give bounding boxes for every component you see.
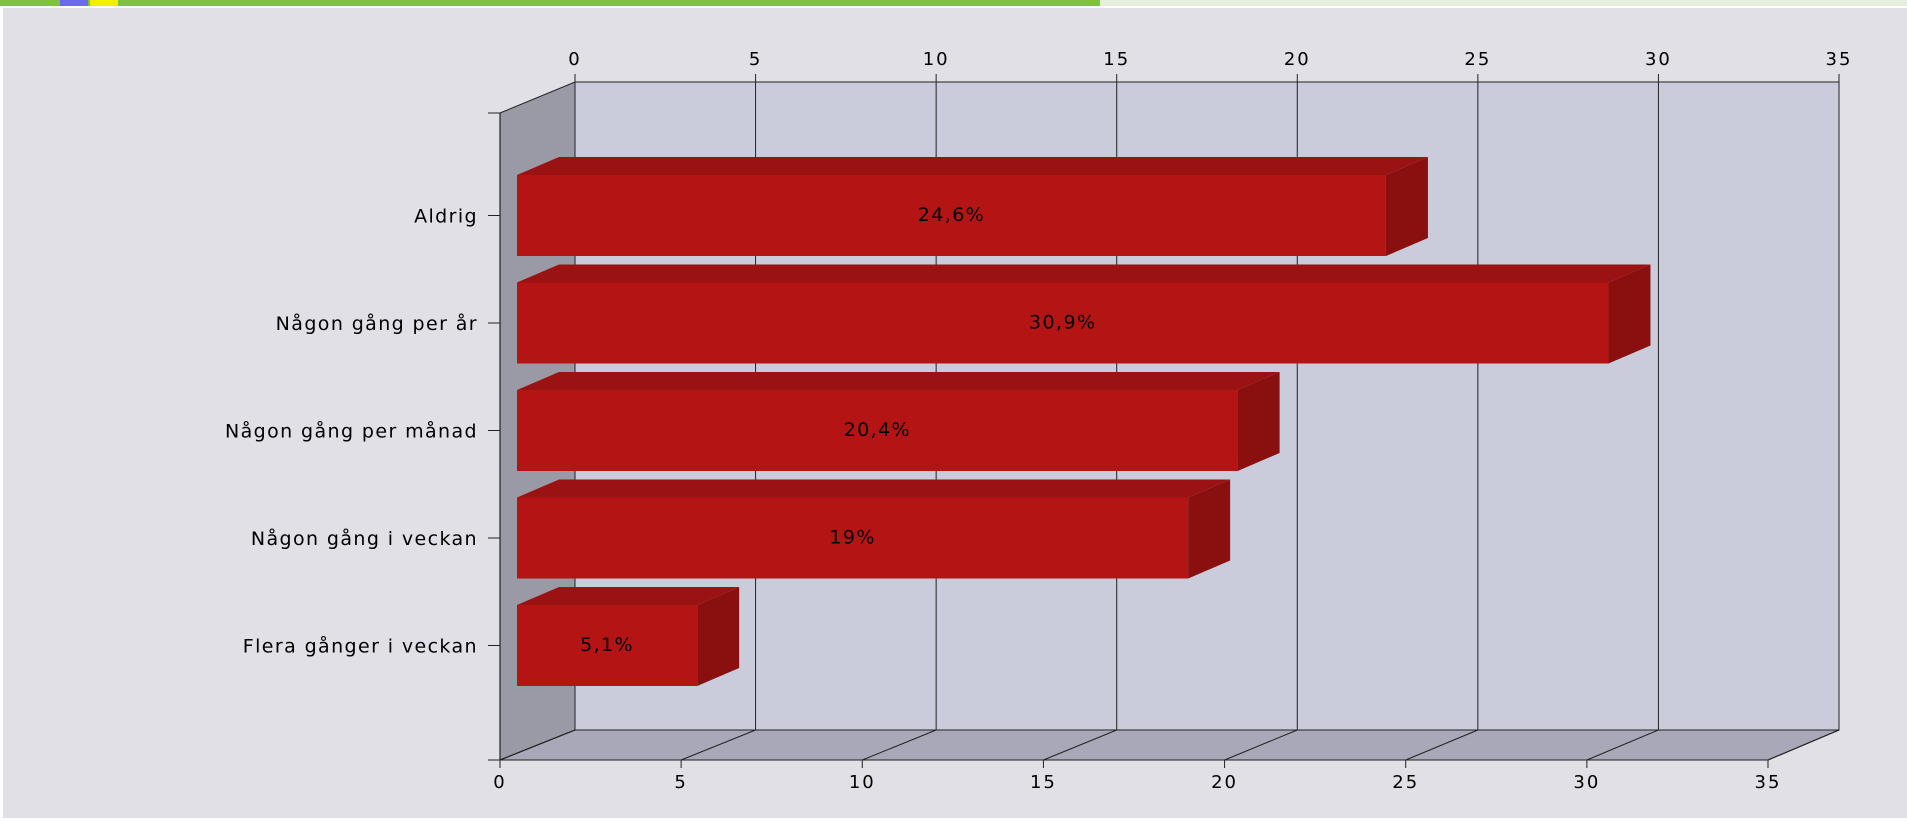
top-axis-tick-label: 10 xyxy=(923,49,950,70)
grid-line-floor xyxy=(680,729,756,761)
bottom-axis-tick-label: 10 xyxy=(849,772,876,793)
grid-line-floor xyxy=(1043,729,1117,761)
top-accent-strip xyxy=(0,0,1907,6)
bar xyxy=(517,175,1386,256)
bar-group: 5,1% xyxy=(517,587,740,686)
bottom-axis-tick-label: 35 xyxy=(1755,772,1782,793)
top-accent-blue xyxy=(60,0,88,6)
bar xyxy=(517,497,1189,579)
bar xyxy=(517,390,1238,471)
top-axis-tick-label: 0 xyxy=(568,49,581,70)
bar-side-face xyxy=(1237,372,1280,471)
grid-line-floor xyxy=(499,729,576,761)
bottom-axis-tick-label: 25 xyxy=(1392,772,1419,793)
top-axis-tick-label: 5 xyxy=(749,49,762,70)
category-label: Någon gång per år xyxy=(276,312,478,335)
bar-data-label: 30,9% xyxy=(1029,312,1096,334)
bar-group: 19% xyxy=(517,479,1231,579)
bar-side-face xyxy=(1188,479,1231,579)
bar-side-face xyxy=(1385,157,1428,256)
top-accent-strip-fade xyxy=(1100,0,1907,6)
grid-line-floor xyxy=(1224,729,1298,761)
bar-side-face xyxy=(1608,264,1651,364)
bar-group: 20,4% xyxy=(517,372,1280,471)
bar-side-face xyxy=(697,587,740,686)
bottom-axis-tick-label: 30 xyxy=(1573,772,1600,793)
bar-data-label: 19% xyxy=(829,527,875,549)
bar-top-face xyxy=(517,264,1651,283)
top-axis-tick-label: 35 xyxy=(1826,49,1853,70)
grid-line-floor xyxy=(862,729,937,761)
bar xyxy=(517,282,1609,364)
bottom-axis-tick-label: 5 xyxy=(674,772,687,793)
category-label: Flera gånger i veckan xyxy=(243,635,478,658)
plot-floor xyxy=(499,729,1840,761)
bar xyxy=(517,605,698,686)
top-axis-tick-label: 25 xyxy=(1464,49,1491,70)
grid-line-floor xyxy=(1405,729,1479,761)
axes: 0 0 5 5 10 10 15 15 20 20 25 25 30 30 35 35 Aldrig Någon … xyxy=(225,49,1853,793)
category-label: Någon gång i veckan xyxy=(251,527,478,550)
grid-line-floor xyxy=(1767,729,1840,761)
bar-data-label: 5,1% xyxy=(580,634,634,656)
bottom-axis-tick-label: 0 xyxy=(493,772,506,793)
top-axis-tick-label: 20 xyxy=(1284,49,1311,70)
bar-group: 24,6% xyxy=(517,157,1428,256)
bottom-axis-tick-label: 15 xyxy=(1030,772,1057,793)
bottom-axis-tick-label: 20 xyxy=(1211,772,1238,793)
bar-data-label: 24,6% xyxy=(918,204,985,226)
bars: 24,6% 30,9% 20,4% 19% 5,1% xyxy=(517,157,1651,686)
top-axis-tick-label: 30 xyxy=(1645,49,1672,70)
bar-top-face xyxy=(517,479,1231,498)
bar-top-face xyxy=(517,157,1428,175)
category-label: Någon gång per månad xyxy=(225,420,478,443)
top-axis-tick-label: 15 xyxy=(1103,49,1130,70)
bar-group: 30,9% xyxy=(517,264,1651,364)
bar-data-label: 20,4% xyxy=(844,419,911,441)
bar-top-face xyxy=(517,587,740,605)
bar-top-face xyxy=(517,372,1280,390)
grid-line-floor xyxy=(1586,729,1659,761)
top-accent-yellow xyxy=(90,0,118,6)
category-label: Aldrig xyxy=(414,206,478,228)
